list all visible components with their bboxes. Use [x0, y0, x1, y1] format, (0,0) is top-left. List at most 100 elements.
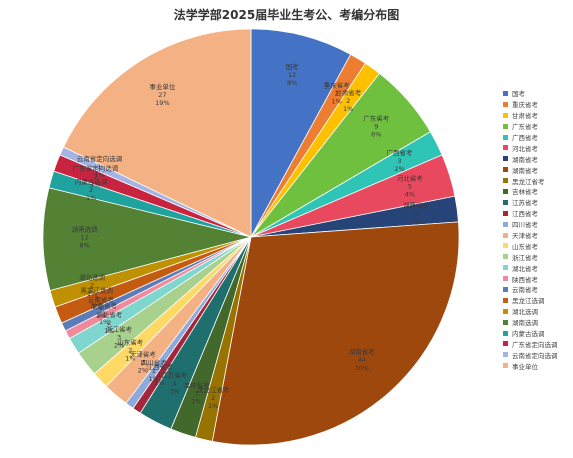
slice-label: 四川省考 1 1%	[141, 358, 168, 383]
legend-swatch	[503, 297, 508, 303]
legend-item: 湖北省考	[503, 262, 573, 273]
legend-label: 吉林省考	[512, 188, 538, 197]
slice-label: 湖南省考 3 2%	[403, 201, 430, 226]
legend-swatch	[503, 363, 508, 369]
slice-label: 事业单位 27 19%	[149, 82, 176, 107]
legend-item: 广东省考	[503, 121, 573, 132]
pie-slice	[62, 28, 252, 238]
pie-slice	[211, 221, 460, 446]
legend-item: 广西省考	[503, 132, 573, 143]
legend-item: 河北省考	[503, 142, 573, 153]
pie-slice	[42, 187, 252, 291]
legend-item: 国考	[503, 88, 573, 99]
legend-item: 吉林省考	[503, 186, 573, 197]
legend-swatch	[503, 188, 508, 194]
legend-swatch	[503, 134, 508, 140]
legend-label: 事业单位	[512, 362, 538, 371]
slice-label: 湖南省考 44 30%	[349, 347, 376, 372]
slice-label: 广东省定向选调 2 1%	[73, 164, 119, 189]
legend-label: 广东省定向选调	[512, 340, 558, 349]
slice-label: 广东省考 9 6%	[363, 114, 390, 139]
legend-item: 重庆省考	[503, 99, 573, 110]
legend-swatch	[503, 167, 508, 173]
legend-item: 陕西省考	[503, 273, 573, 284]
legend-swatch	[503, 254, 508, 260]
legend-item: 湖南省考	[503, 164, 573, 175]
slice-label: 内蒙古选调 2 1%	[75, 177, 108, 202]
legend-label: 重庆省考	[512, 101, 538, 110]
legend-swatch	[503, 123, 508, 129]
legend-label: 甘肃省考	[512, 112, 538, 121]
legend-swatch	[503, 276, 508, 282]
slice-label: 河北省考 5 4%	[397, 174, 424, 199]
legend-item: 天津省考	[503, 230, 573, 241]
legend-swatch	[503, 199, 508, 205]
legend-swatch	[503, 265, 508, 271]
slice-label: 重庆省考 2 1%	[324, 80, 351, 105]
slice-label: 广西省考 3 2%	[387, 148, 414, 173]
legend-label: 内蒙古选调	[512, 330, 545, 339]
legend-swatch	[503, 210, 508, 216]
legend-label: 湖南选调	[512, 319, 538, 328]
legend-swatch	[503, 232, 508, 238]
legend-item: 山东省考	[503, 240, 573, 251]
legend-label: 天津省考	[512, 232, 538, 241]
slice-label: 天津省考 3 2%	[130, 350, 157, 375]
legend-item: 湖北选调	[503, 306, 573, 317]
legend-item: 云南省考	[503, 284, 573, 295]
legend-item: 内蒙古选调	[503, 328, 573, 339]
slice-label: 吉林省考 3 2%	[184, 380, 211, 405]
slice-label: 湖北选调 2 1%	[79, 272, 105, 297]
pie-slice	[250, 28, 352, 238]
legend-item: 云南省定向选调	[503, 349, 573, 360]
legend-item: 湖南选调	[503, 317, 573, 328]
legend-label: 陕西省考	[512, 275, 538, 284]
legend-item: 浙江省考	[503, 251, 573, 262]
legend-swatch	[503, 286, 508, 292]
legend-swatch	[503, 112, 508, 118]
legend-item: 黑龙江选调	[503, 295, 573, 306]
slice-label: 江苏省考 4 3%	[161, 371, 188, 396]
legend-label: 黑龙江选调	[512, 297, 545, 306]
legend-swatch	[503, 156, 508, 162]
slice-label: 云南省考 1 1%	[88, 295, 115, 320]
slice-label: 黑龙江选调 2 1%	[81, 286, 114, 311]
legend-swatch	[503, 145, 508, 151]
legend-swatch	[503, 308, 508, 314]
slice-label: 云南省定向选调 1 1%	[77, 154, 123, 179]
slice-label: 甘肃省考 2 1%	[335, 88, 362, 113]
slice-label: 江西省考 1 1%	[147, 362, 174, 387]
legend-item: 四川省考	[503, 219, 573, 230]
legend-swatch	[503, 221, 508, 227]
legend-label: 河北省考	[512, 144, 538, 153]
legend-label: 湖北选调	[512, 308, 538, 317]
slice-label: 黑龙江省考 2 1%	[197, 385, 230, 410]
slice-label: 国考 12 8%	[286, 63, 300, 87]
legend-swatch	[503, 178, 508, 184]
legend-label: 国考	[512, 90, 525, 99]
legend-label: 广东省考	[512, 123, 538, 132]
legend-label: 江苏省考	[512, 199, 538, 208]
legend-label: 湖南省考	[512, 155, 538, 164]
legend-item: 黑龙江省考	[503, 175, 573, 186]
legend-label: 云南省定向选调	[512, 351, 558, 360]
legend-label: 云南省考	[512, 286, 538, 295]
legend-item: 事业单位	[503, 360, 573, 371]
legend-label: 四川省考	[512, 221, 538, 230]
legend-swatch	[503, 101, 508, 107]
legend-swatch	[503, 90, 508, 96]
legend-swatch	[503, 319, 508, 325]
slice-label: 山东省考 2 1%	[117, 338, 144, 363]
legend-label: 浙江省考	[512, 253, 538, 262]
legend-swatch	[503, 352, 508, 358]
slice-label: 浙江省考 3 2%	[106, 324, 133, 349]
slice-label: 陕西省考 1 1%	[91, 301, 118, 326]
slice-label: 湖北省考 2 1%	[96, 310, 123, 335]
legend-label: 江西省考	[512, 210, 538, 219]
legend-label: 广西省考	[512, 134, 538, 142]
legend: 国考重庆省考甘肃省考广东省考广西省考河北省考湖南省考 湖南省考黑龙江省考吉林省考江…	[503, 88, 573, 371]
legend-label: 黑龙江省考	[512, 177, 545, 186]
legend-item: 江苏省考	[503, 197, 573, 208]
legend-label: 湖北省考	[512, 264, 538, 273]
